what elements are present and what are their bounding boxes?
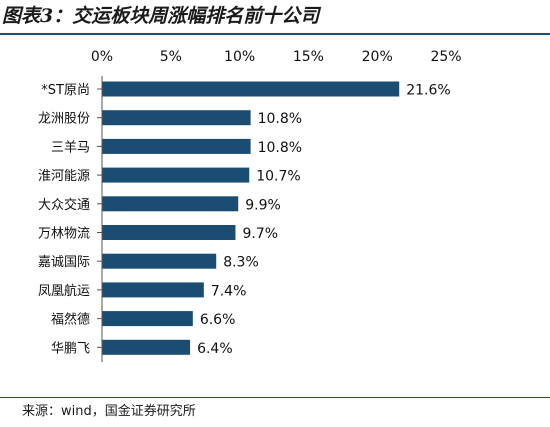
value-labels: 21.6% 10.8% 10.8% 10.7% 9.9% 9.7% 8.3% 7.4% 6.6%… bbox=[197, 83, 451, 357]
x-axis-ticks: 0% 5% 10% 15% 20% 25% bbox=[91, 49, 462, 65]
title-divider bbox=[0, 33, 550, 35]
category-label: 福然德 bbox=[51, 312, 90, 328]
bars bbox=[102, 81, 400, 355]
x-tick-label: 15% bbox=[293, 49, 324, 65]
category-label: *ST原尚 bbox=[41, 83, 90, 98]
category-label: 龙洲股份 bbox=[38, 112, 90, 127]
value-label: 10.8% bbox=[258, 111, 302, 127]
bar bbox=[102, 196, 239, 212]
category-label: 嘉诚国际 bbox=[38, 255, 90, 270]
value-label: 10.7% bbox=[256, 169, 300, 185]
bar bbox=[102, 253, 217, 269]
value-label: 7.4% bbox=[211, 283, 247, 299]
x-tick-label: 0% bbox=[91, 49, 113, 65]
category-label: 大众交通 bbox=[38, 197, 90, 213]
chart-title: 图表3：交运板块周涨幅排名前十公司 bbox=[2, 5, 320, 27]
value-label: 8.3% bbox=[223, 255, 259, 271]
bar bbox=[102, 138, 251, 154]
value-label: 6.6% bbox=[200, 312, 236, 328]
value-label: 21.6% bbox=[406, 83, 450, 99]
bar bbox=[102, 110, 251, 126]
category-label: 华鹏飞 bbox=[51, 341, 90, 356]
bar bbox=[102, 167, 250, 183]
x-tick-label: 25% bbox=[430, 49, 461, 65]
value-label: 6.4% bbox=[197, 341, 233, 357]
footer-divider bbox=[0, 397, 550, 398]
bar bbox=[102, 339, 191, 355]
x-tick-label: 10% bbox=[224, 49, 255, 65]
category-label: 凤凰航运 bbox=[38, 283, 90, 299]
bar bbox=[102, 311, 193, 327]
bar bbox=[102, 81, 400, 97]
category-label: 万林物流 bbox=[38, 227, 90, 242]
category-label: 淮河能源 bbox=[38, 169, 90, 184]
category-label: 三羊马 bbox=[51, 139, 90, 155]
bar bbox=[102, 282, 204, 298]
source-note: 来源：wind，国金证券研究所 bbox=[22, 404, 196, 419]
x-tick-label: 5% bbox=[160, 49, 182, 65]
value-label: 9.7% bbox=[242, 226, 278, 242]
bar bbox=[102, 225, 236, 240]
value-label: 10.8% bbox=[258, 140, 302, 156]
value-label: 9.9% bbox=[245, 197, 281, 213]
bar-chart: 0% 5% 10% 15% 20% 25% *ST原尚龙洲股份三羊马淮河能源大众交通万林物… bbox=[38, 49, 462, 362]
x-tick-label: 20% bbox=[362, 49, 393, 65]
